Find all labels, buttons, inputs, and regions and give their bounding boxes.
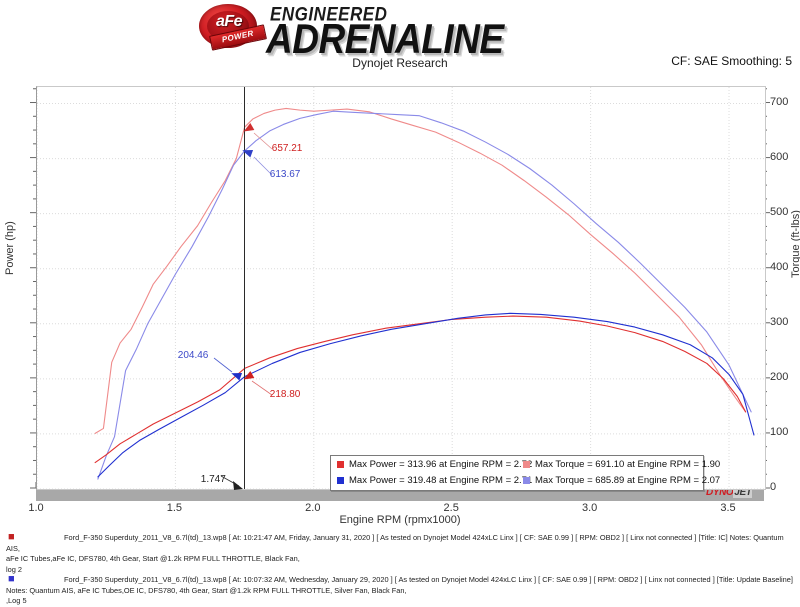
legend-power-run1: Max Power = 313.96 at Engine RPM = 2.72 [331, 459, 532, 470]
afe-brand-text: aFe [215, 13, 243, 30]
x-axis-tick: 1.5 [166, 502, 183, 514]
torque-blue-marker-arrow [242, 149, 253, 158]
run-note-2-line1: Ford_F-350 Superduty_2011_V8_6.7l(td)_13… [64, 575, 793, 584]
run-note-2: ■ Ford_F-350 Superduty_2011_V8_6.7l(td)_… [0, 573, 800, 607]
power-blue-marker-arrow [231, 373, 242, 381]
x-axis-tick: 1.0 [28, 502, 44, 514]
dynojet-watermark: DYNOJET [706, 487, 753, 498]
dynojet-part1: DYNO [706, 487, 734, 498]
run-note-1-line3: log 2 [6, 564, 23, 574]
legend-label-power-run2: Max Power = 319.48 at Engine RPM = 2.71 [349, 474, 533, 486]
dyno-plot-area[interactable]: 657.21 613.67 204.46 218.80 [36, 86, 766, 490]
x-axis-tick: 3.0 [581, 502, 598, 514]
engineered-wordmark: ENGINEERED [270, 3, 388, 25]
legend-swatch-torque-red [523, 460, 530, 468]
chart-subtitle: Dynojet Research [352, 56, 448, 70]
cursor-rpm-label: 1.747 [200, 474, 226, 485]
y-axis-left-title: Power (hp) [4, 221, 16, 275]
run-note-2-line3: ,Log 5 [6, 596, 27, 605]
x-axis-tick: 2.5 [443, 502, 459, 514]
legend-label-power-run1: Max Power = 313.96 at Engine RPM = 2.72 [349, 458, 533, 470]
y-axis-right-tick: 400 [770, 260, 789, 273]
torque-red-value-label: 657.21 [271, 143, 303, 155]
y-axis-right-tick: 600 [770, 150, 789, 163]
power-red-marker-arrow [243, 370, 255, 379]
y-axis-right-tick: 500 [770, 205, 789, 218]
chart-legend: Max Power = 313.96 at Engine RPM = 2.72 … [330, 455, 720, 491]
run-note-1-line2: aFe IC Tubes,aFe IC, DFS780, 4th Gear, S… [6, 554, 300, 563]
torque-red-marker-arrow [243, 123, 255, 132]
x-axis-tick: 3.5 [720, 502, 736, 514]
legend-torque-run1: Max Torque = 691.10 at Engine RPM = 1.90 [517, 459, 720, 470]
y-axis-right-tick: 200 [770, 370, 789, 383]
y-axis-right-tick: 700 [770, 95, 789, 108]
run-note-2-line2: Notes: Quantum AIS, aFe IC Tubes,OE IC, … [6, 585, 407, 595]
y-axis-right-tick: 100 [770, 425, 789, 438]
x-axis-tick: 2.0 [305, 502, 321, 514]
run-bullet-red: ■ [8, 531, 15, 543]
registered-mark: ® [253, 7, 257, 13]
legend-row: Max Power = 319.48 at Engine RPM = 2.71 … [331, 472, 720, 488]
legend-label-torque-run2: Max Torque = 685.89 at Engine RPM = 2.07 [535, 474, 721, 486]
cursor-rpm-arrow [220, 475, 243, 490]
torque-blue-value-label: 613.67 [269, 169, 301, 181]
run-bullet-blue: ■ [8, 573, 15, 585]
y-axis-right-title: Torque (ft-lbs) [790, 210, 800, 278]
header: aFe ® POWER ENGINEERED ADRENALINE Dynoje… [0, 0, 800, 70]
footer-notes: ■ Ford_F-350 Superduty_2011_V8_6.7l(td)_… [0, 531, 800, 607]
y-axis-right-tick: 300 [770, 315, 789, 328]
power-blue-value-label: 204.46 [177, 350, 209, 362]
legend-torque-run2: Max Torque = 685.89 at Engine RPM = 2.07 [517, 475, 720, 486]
power-red-value-label: 218.80 [269, 388, 301, 400]
adrenaline-wordmark: ADRENALINE [266, 16, 504, 62]
legend-swatch-power-red [337, 460, 344, 468]
y-axis-right-tick: 0 [770, 481, 777, 493]
cf-smoothing-note: CF: SAE Smoothing: 5 [671, 54, 792, 68]
run-note-1: ■ Ford_F-350 Superduty_2011_V8_6.7l(td)_… [0, 531, 800, 575]
legend-swatch-power-blue [337, 476, 344, 484]
legend-swatch-torque-blue [523, 476, 530, 484]
legend-row: Max Power = 313.96 at Engine RPM = 2.72 … [331, 456, 720, 472]
chart-canvas [37, 87, 765, 489]
dynojet-part2: JET [733, 487, 753, 498]
legend-label-torque-run1: Max Torque = 691.10 at Engine RPM = 1.90 [535, 458, 721, 470]
brand-logo: aFe ® POWER ENGINEERED ADRENALINE [196, 2, 596, 62]
afe-power-logo-icon: aFe ® POWER [196, 4, 267, 51]
cursor-line[interactable] [243, 87, 245, 489]
legend-power-run2: Max Power = 319.48 at Engine RPM = 2.71 [331, 475, 532, 486]
x-axis-title: Engine RPM (rpmx1000) [339, 514, 461, 526]
run-note-1-line1: Ford_F-350 Superduty_2011_V8_6.7l(td)_13… [6, 533, 784, 553]
